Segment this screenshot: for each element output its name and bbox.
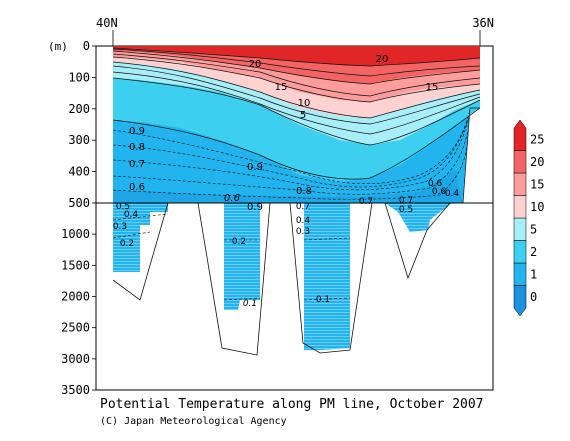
- colorbar-label: 15: [530, 177, 544, 191]
- colorbar-segment: [513, 285, 527, 317]
- contour-label: 0.6: [224, 193, 240, 204]
- chart-credit: (C) Japan Meteorological Agency: [100, 416, 287, 427]
- fill-lower-b: [224, 203, 260, 310]
- fill-deep: [113, 170, 463, 203]
- y-tick-label: 0: [83, 39, 90, 53]
- lower-panel: [112, 203, 463, 356]
- colorbar-segment: [513, 262, 527, 286]
- contour-label: 0.2: [120, 239, 134, 249]
- upper-seafloor: [462, 107, 480, 203]
- fill-20-25: [113, 46, 480, 66]
- contour-label: 0.4: [445, 189, 460, 199]
- contour-label: 0.2: [232, 237, 246, 247]
- colorbar-segment: [513, 240, 527, 264]
- contour-label: 20: [376, 54, 389, 65]
- y-axis-ticks: 0 100 200 300 400 500 1000 1500 2000 2500 3000 3500: [61, 39, 96, 397]
- y-axis-label: (m): [48, 40, 68, 53]
- contour-label: 0.3: [296, 227, 310, 237]
- fill-lower-d: [385, 203, 452, 232]
- colorbar-label: 20: [530, 155, 544, 169]
- y-tick-label: 3000: [61, 352, 90, 366]
- x-tick-label-right: 36N: [472, 16, 494, 30]
- contour-label: 0.7: [296, 202, 310, 212]
- contour-label: 0.3: [113, 222, 127, 232]
- colorbar-segment: [513, 119, 527, 151]
- contour-label: 0.6: [129, 182, 145, 193]
- contour-label: 20: [249, 59, 262, 70]
- contour-label: 15: [275, 82, 288, 93]
- colorbar-label: 0: [530, 290, 537, 304]
- colorbar-label: 5: [530, 222, 537, 236]
- contour-label: 15: [426, 82, 439, 93]
- chart-title: Potential Temperature along PM line, Oct…: [100, 397, 484, 412]
- lower-isotherms: [112, 213, 351, 301]
- contour-label: 0.5: [116, 202, 130, 212]
- contour-label: 0.8: [296, 186, 312, 197]
- contour-label: 0.7: [129, 159, 145, 170]
- contour-label: 0.1: [243, 299, 257, 309]
- isotherms: [112, 47, 481, 200]
- colorbar-label: 1: [530, 267, 537, 281]
- x-tick-label-left: 40N: [96, 16, 118, 30]
- y-tick-label: 1500: [61, 258, 90, 272]
- colorbar-segment: [513, 195, 527, 219]
- contour-label: 0.5: [399, 205, 413, 215]
- colorbar-segment: [513, 150, 527, 174]
- colorbar-label: 10: [530, 200, 544, 214]
- lower-seafloor: [112, 203, 463, 356]
- contour-labels: 20 20 15 15 10 5 0.9 0.8 0.7 0.6 0.5 0.4…: [113, 54, 460, 309]
- contour-label: 0.9: [247, 202, 263, 213]
- y-tick-label: 2000: [61, 290, 90, 304]
- colorbar-segment: [513, 217, 527, 241]
- contour-label: 10: [298, 98, 311, 109]
- contour-label: 0.7: [359, 197, 373, 207]
- y-tick-label: 200: [68, 102, 90, 116]
- contour-label: 0.9: [247, 162, 263, 173]
- colorbar-segment: [513, 172, 527, 196]
- y-tick-label: 500: [68, 196, 90, 210]
- colorbar-label: 2: [530, 245, 537, 259]
- y-tick-label: 3500: [61, 383, 90, 397]
- y-tick-label: 400: [68, 165, 90, 179]
- fill-lower-c: [304, 203, 350, 350]
- contour-label: 0.4: [296, 216, 311, 226]
- contour-label: 0.8: [129, 142, 145, 153]
- upper-panel: [112, 46, 481, 203]
- contour-label: 0.9: [129, 126, 145, 137]
- y-tick-label: 1000: [61, 227, 90, 241]
- y-tick-label: 100: [68, 70, 90, 84]
- y-tick-label: 300: [68, 133, 90, 147]
- contour-label: 0.7: [399, 196, 413, 206]
- contour-label: 0.6: [432, 187, 447, 197]
- contour-label: 0.6: [428, 179, 443, 189]
- contour-label: 0.4: [124, 210, 139, 220]
- contour-label: 5: [300, 110, 306, 121]
- fill-lower-a: [113, 203, 168, 272]
- contour-label: 0.1: [316, 295, 330, 305]
- colorbar-label: 25: [530, 132, 544, 146]
- y-tick-label: 2500: [61, 321, 90, 335]
